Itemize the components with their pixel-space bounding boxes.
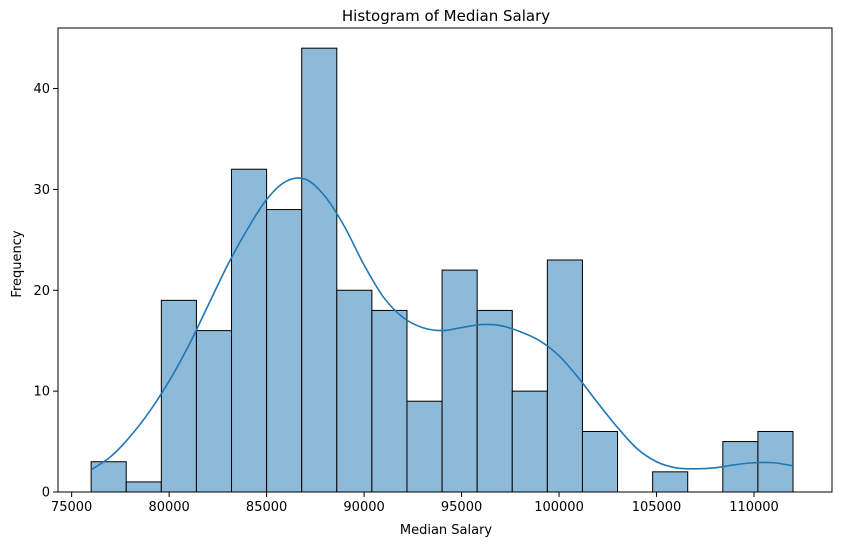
kde-line [90, 177, 794, 471]
histogram-bar [231, 168, 268, 493]
histogram-bar [336, 289, 373, 493]
x-tick-label: 80000 [148, 500, 189, 515]
histogram-bar [406, 400, 443, 493]
x-tick-label: 100000 [534, 500, 584, 515]
x-tick-label: 85000 [246, 500, 287, 515]
histogram-bar [652, 471, 689, 493]
histogram-bar [195, 330, 233, 493]
histogram-bar [581, 430, 619, 493]
histogram-bar [125, 481, 162, 493]
y-axis-ticks: 0 10 20 30 40 [33, 82, 58, 501]
histogram-bar [371, 309, 408, 493]
histogram-bar [441, 269, 478, 493]
histogram-bar [722, 441, 759, 493]
x-tick-label: 110000 [729, 500, 779, 515]
x-tick-label: 90000 [343, 500, 384, 515]
y-tick-label: 30 [33, 183, 50, 198]
chart-title: Histogram of Median Salary [342, 7, 550, 25]
y-tick-label: 20 [33, 284, 50, 299]
histogram-bar [266, 209, 303, 493]
y-tick-label: 0 [42, 486, 50, 501]
x-axis-label: Median Salary [400, 523, 493, 538]
plot-frame [57, 27, 833, 493]
histogram-bar [476, 309, 513, 493]
x-axis-ticks: 75000 80000 85000 90000 95000 100000 105000 110… [51, 492, 779, 515]
x-tick-label: 105000 [632, 500, 682, 515]
histogram-bar [511, 390, 548, 493]
histogram-bar [160, 299, 197, 493]
y-axis-label: Frequency [10, 230, 25, 297]
y-tick-label: 40 [33, 82, 50, 97]
x-tick-label: 95000 [441, 500, 482, 515]
x-tick-label: 75000 [51, 500, 92, 515]
histogram-bars [90, 47, 794, 493]
histogram-bar [301, 47, 338, 493]
y-tick-label: 10 [33, 385, 50, 400]
